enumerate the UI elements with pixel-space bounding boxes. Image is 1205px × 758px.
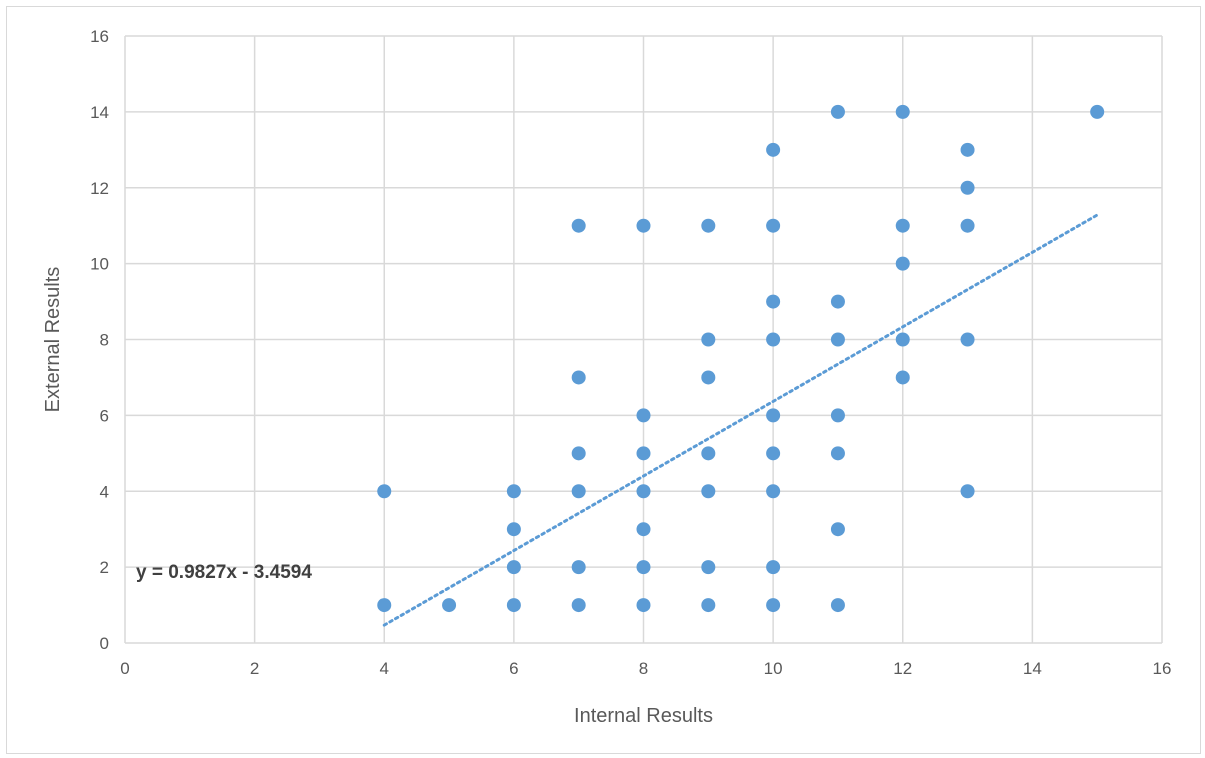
x-tick-label: 12 <box>893 659 912 678</box>
data-point <box>960 218 975 233</box>
x-tick-label: 6 <box>509 659 518 678</box>
data-point <box>960 484 975 499</box>
trendline <box>382 213 1099 627</box>
x-tick-label: 14 <box>1023 659 1042 678</box>
data-point <box>1090 104 1105 119</box>
data-point <box>830 408 845 423</box>
y-axis-title: External Results <box>42 267 64 413</box>
y-tick-label: 14 <box>90 103 109 122</box>
trendline-layer <box>382 213 1099 627</box>
data-point <box>377 598 392 613</box>
data-points <box>377 104 1105 613</box>
data-point <box>766 408 781 423</box>
data-point <box>830 598 845 613</box>
data-point <box>701 332 716 347</box>
x-tick-label: 0 <box>120 659 129 678</box>
data-point <box>636 484 651 499</box>
chart-frame: 0 2 4 6 8 10 12 14 16 0 2 4 6 8 10 12 14 16 Internal Resu… <box>6 6 1201 754</box>
y-tick-label: 0 <box>100 634 109 653</box>
scatter-chart: 0 2 4 6 8 10 12 14 16 0 2 4 6 8 10 12 14 16 Internal Resu… <box>42 27 1171 727</box>
data-point <box>895 104 910 119</box>
data-point <box>506 484 521 499</box>
data-point <box>506 560 521 575</box>
x-tick-label: 2 <box>250 659 259 678</box>
data-point <box>571 598 586 613</box>
data-point <box>442 598 457 613</box>
data-point <box>895 332 910 347</box>
data-point <box>571 560 586 575</box>
x-tick-label: 10 <box>764 659 783 678</box>
data-point <box>766 598 781 613</box>
data-point <box>506 598 521 613</box>
y-tick-label: 6 <box>100 406 109 425</box>
data-point <box>636 408 651 423</box>
data-point <box>506 522 521 537</box>
data-point <box>701 484 716 499</box>
data-point <box>960 180 975 195</box>
data-point <box>571 370 586 385</box>
data-point <box>895 256 910 271</box>
data-point <box>830 294 845 309</box>
x-tick-label: 4 <box>380 659 389 678</box>
data-point <box>830 332 845 347</box>
data-point <box>701 560 716 575</box>
data-point <box>895 370 910 385</box>
data-point <box>766 218 781 233</box>
data-point <box>701 370 716 385</box>
data-point <box>636 598 651 613</box>
y-tick-label: 8 <box>100 331 109 350</box>
data-point <box>701 598 716 613</box>
y-tick-label: 4 <box>100 482 109 501</box>
y-tick-label: 10 <box>90 255 109 274</box>
gridlines <box>124 35 1163 644</box>
y-tick-label: 16 <box>90 27 109 46</box>
data-point <box>766 142 781 157</box>
data-point <box>895 218 910 233</box>
data-point <box>766 484 781 499</box>
data-point <box>701 218 716 233</box>
trendline-equation-label: y = 0.9827x - 3.4594 <box>136 562 312 583</box>
data-point <box>636 560 651 575</box>
data-point <box>960 332 975 347</box>
data-point <box>636 522 651 537</box>
x-tick-label: 8 <box>639 659 648 678</box>
tick-labels: 0 2 4 6 8 10 12 14 16 0 2 4 6 8 10 12 14 16 <box>90 27 1171 678</box>
y-tick-label: 2 <box>100 558 109 577</box>
data-point <box>830 446 845 461</box>
data-point <box>830 522 845 537</box>
x-tick-label: 16 <box>1153 659 1172 678</box>
data-point <box>960 142 975 157</box>
data-point <box>766 446 781 461</box>
data-point <box>377 484 392 499</box>
x-axis-title: Internal Results <box>574 705 713 727</box>
data-point <box>636 446 651 461</box>
y-tick-label: 12 <box>90 179 109 198</box>
data-point <box>766 560 781 575</box>
data-point <box>766 294 781 309</box>
data-point <box>571 446 586 461</box>
data-point <box>571 218 586 233</box>
data-point <box>701 446 716 461</box>
data-point <box>830 104 845 119</box>
data-point <box>636 218 651 233</box>
data-point <box>766 332 781 347</box>
data-point <box>571 484 586 499</box>
